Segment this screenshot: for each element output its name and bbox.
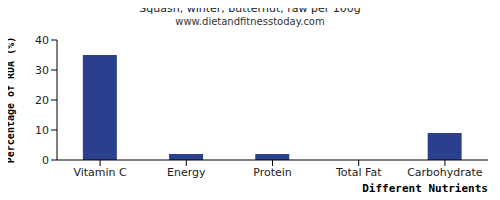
svg-text:Different Nutrients: Different Nutrients [362,182,488,192]
svg-text:20: 20 [35,94,49,107]
html-text:www.dietandfitnesstoday.com: www.dietandfitnesstoday.com [175,16,325,27]
svg-text:10: 10 [35,124,49,137]
svg-text:Percentage of RDA (%): Percentage of RDA (%) [8,37,16,163]
svg-text:Carbohydrate: Carbohydrate [407,166,483,179]
svg-text:Vitamin C: Vitamin C [73,166,127,179]
svg-text:Energy: Energy [167,166,206,179]
svg-text:0: 0 [42,154,49,167]
svg-text:Total Fat: Total Fat [335,166,382,179]
svg-text:30: 30 [35,64,49,77]
html-text:Squash, winter, butternut, raw: Squash, winter, butternut, raw per 100g [139,2,361,15]
svg-text:40: 40 [35,34,49,47]
svg-text:Protein: Protein [253,166,292,179]
